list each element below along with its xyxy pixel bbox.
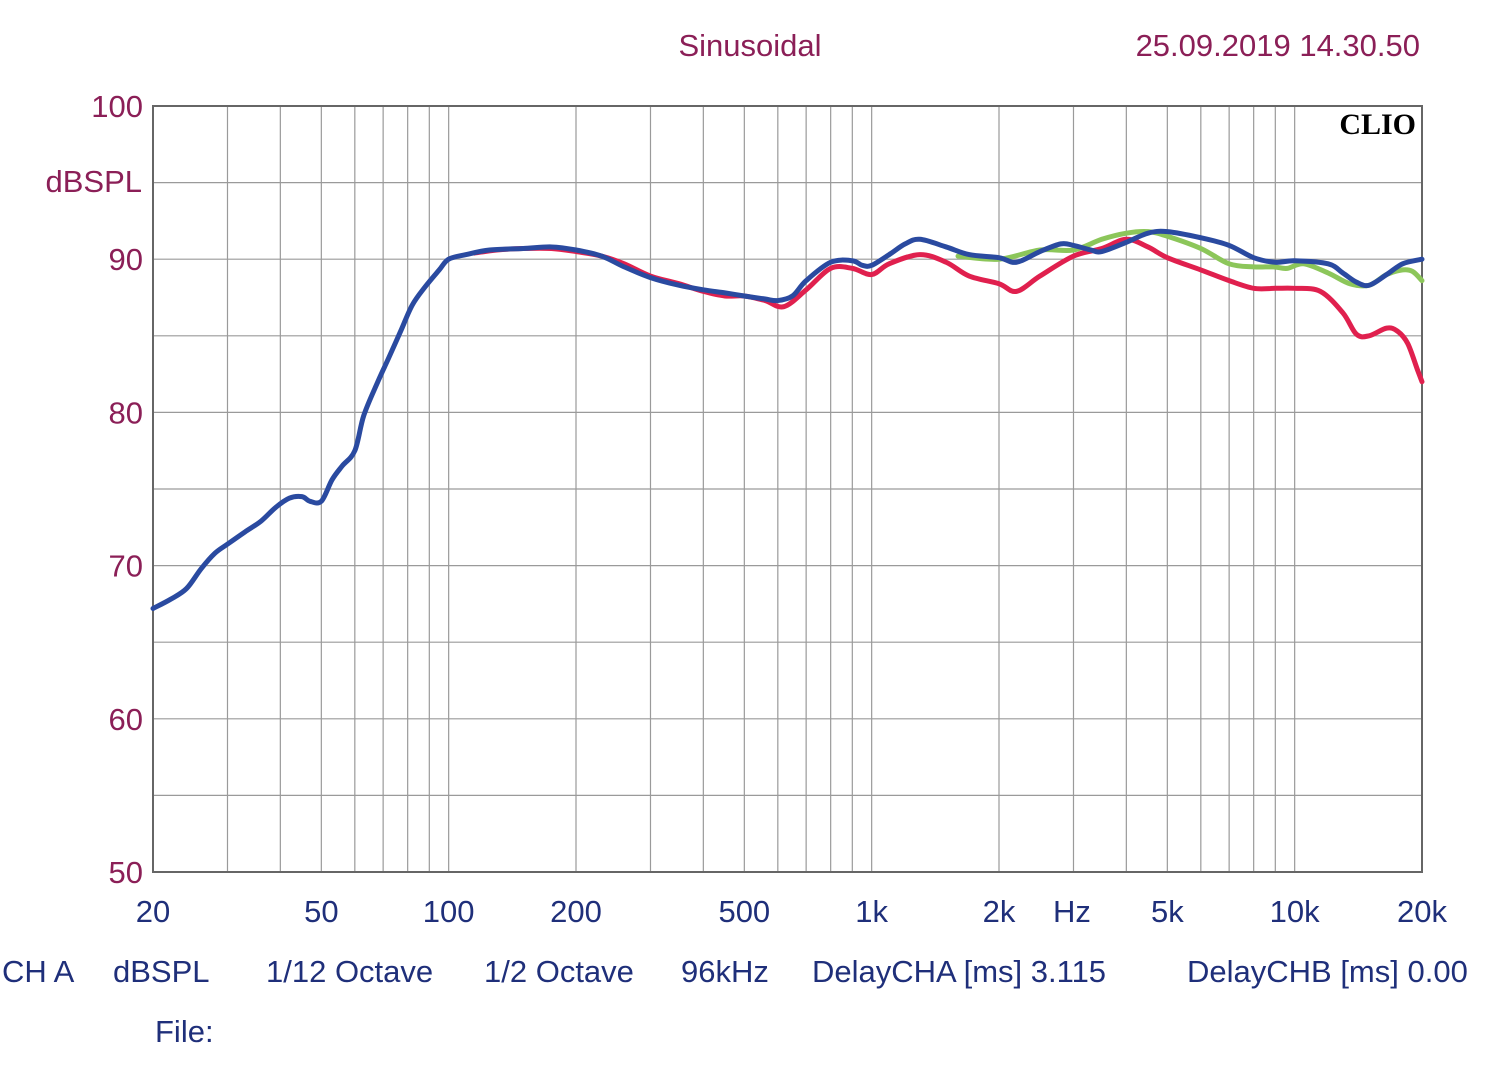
- y-tick-label: 70: [109, 549, 143, 584]
- footer-resolution: 1/12 Octave: [266, 954, 433, 989]
- y-axis-label: dBSPL: [45, 164, 142, 199]
- grid: [153, 106, 1422, 872]
- brand-label: CLIO: [1339, 108, 1416, 141]
- x-tick-label: 500: [718, 894, 770, 929]
- footer-unit: dBSPL: [113, 954, 210, 989]
- y-tick-labels: 100 90 80 70 60 50: [91, 89, 143, 890]
- measurement-mode: Sinusoidal: [678, 28, 821, 63]
- footer-channel: CH A: [2, 954, 75, 989]
- x-tick-label: 50: [304, 894, 338, 929]
- footer-sample-rate: 96kHz: [681, 954, 769, 989]
- x-axis-label: Hz: [1053, 894, 1091, 929]
- y-tick-label: 90: [109, 242, 143, 277]
- x-tick-label: 5k: [1151, 894, 1184, 929]
- x-tick-label: 20k: [1397, 894, 1447, 929]
- series-lines: [150, 228, 1425, 611]
- footer-smoothing: 1/2 Octave: [484, 954, 634, 989]
- x-tick-label: 20: [136, 894, 170, 929]
- footer-file-label: File:: [155, 1014, 214, 1049]
- y-tick-label: 100: [91, 89, 143, 124]
- x-tick-label: 2k: [983, 894, 1016, 929]
- footer-delay-chb: DelayCHB [ms] 0.00: [1187, 954, 1468, 989]
- measurement-timestamp: 25.09.2019 14.30.50: [1136, 28, 1420, 63]
- y-tick-label: 50: [109, 855, 143, 890]
- series-line-2: [150, 228, 1425, 611]
- footer-delay-cha: DelayCHA [ms] 3.115: [812, 954, 1106, 989]
- x-tick-label: 200: [550, 894, 602, 929]
- x-tick-label: 100: [423, 894, 475, 929]
- x-tick-labels: 20 50 100 200 500 1k 2k 5k 10k 20k: [136, 894, 1448, 929]
- footer-info: CH A dBSPL 1/12 Octave 1/2 Octave 96kHz …: [2, 954, 1468, 1049]
- x-tick-label: 10k: [1270, 894, 1320, 929]
- x-tick-label: 1k: [855, 894, 888, 929]
- y-tick-label: 60: [109, 702, 143, 737]
- y-tick-label: 80: [109, 395, 143, 430]
- plot-frame: [152, 105, 1423, 873]
